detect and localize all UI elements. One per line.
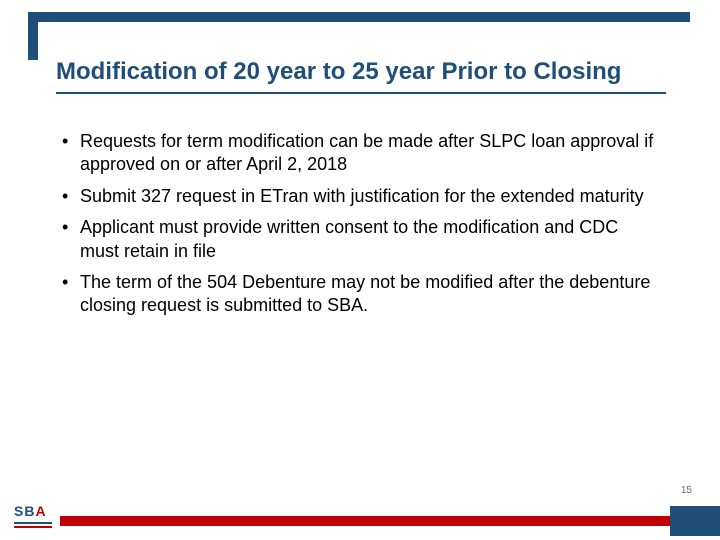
header-bar-horizontal [28, 12, 690, 22]
slide: Modification of 20 year to 25 year Prior… [0, 0, 720, 540]
bullet-list: Requests for term modification can be ma… [60, 130, 660, 318]
header-bar-vertical [28, 12, 38, 60]
logo-text-a: A [35, 503, 46, 519]
footer-bar-red [60, 516, 670, 526]
page-number: 15 [681, 485, 692, 496]
sba-logo: SBA [14, 503, 52, 528]
logo-text-sb: SB [14, 503, 35, 519]
slide-title: Modification of 20 year to 25 year Prior… [56, 58, 666, 87]
slide-content: Requests for term modification can be ma… [60, 130, 660, 326]
title-underline [56, 92, 666, 94]
bullet-item: Submit 327 request in ETran with justifi… [60, 185, 660, 208]
logo-underline-red [14, 526, 52, 528]
logo-underline-blue [14, 522, 52, 524]
bullet-item: The term of the 504 Debenture may not be… [60, 271, 660, 318]
footer-block-blue [670, 506, 720, 536]
bullet-item: Applicant must provide written consent t… [60, 216, 660, 263]
bullet-item: Requests for term modification can be ma… [60, 130, 660, 177]
